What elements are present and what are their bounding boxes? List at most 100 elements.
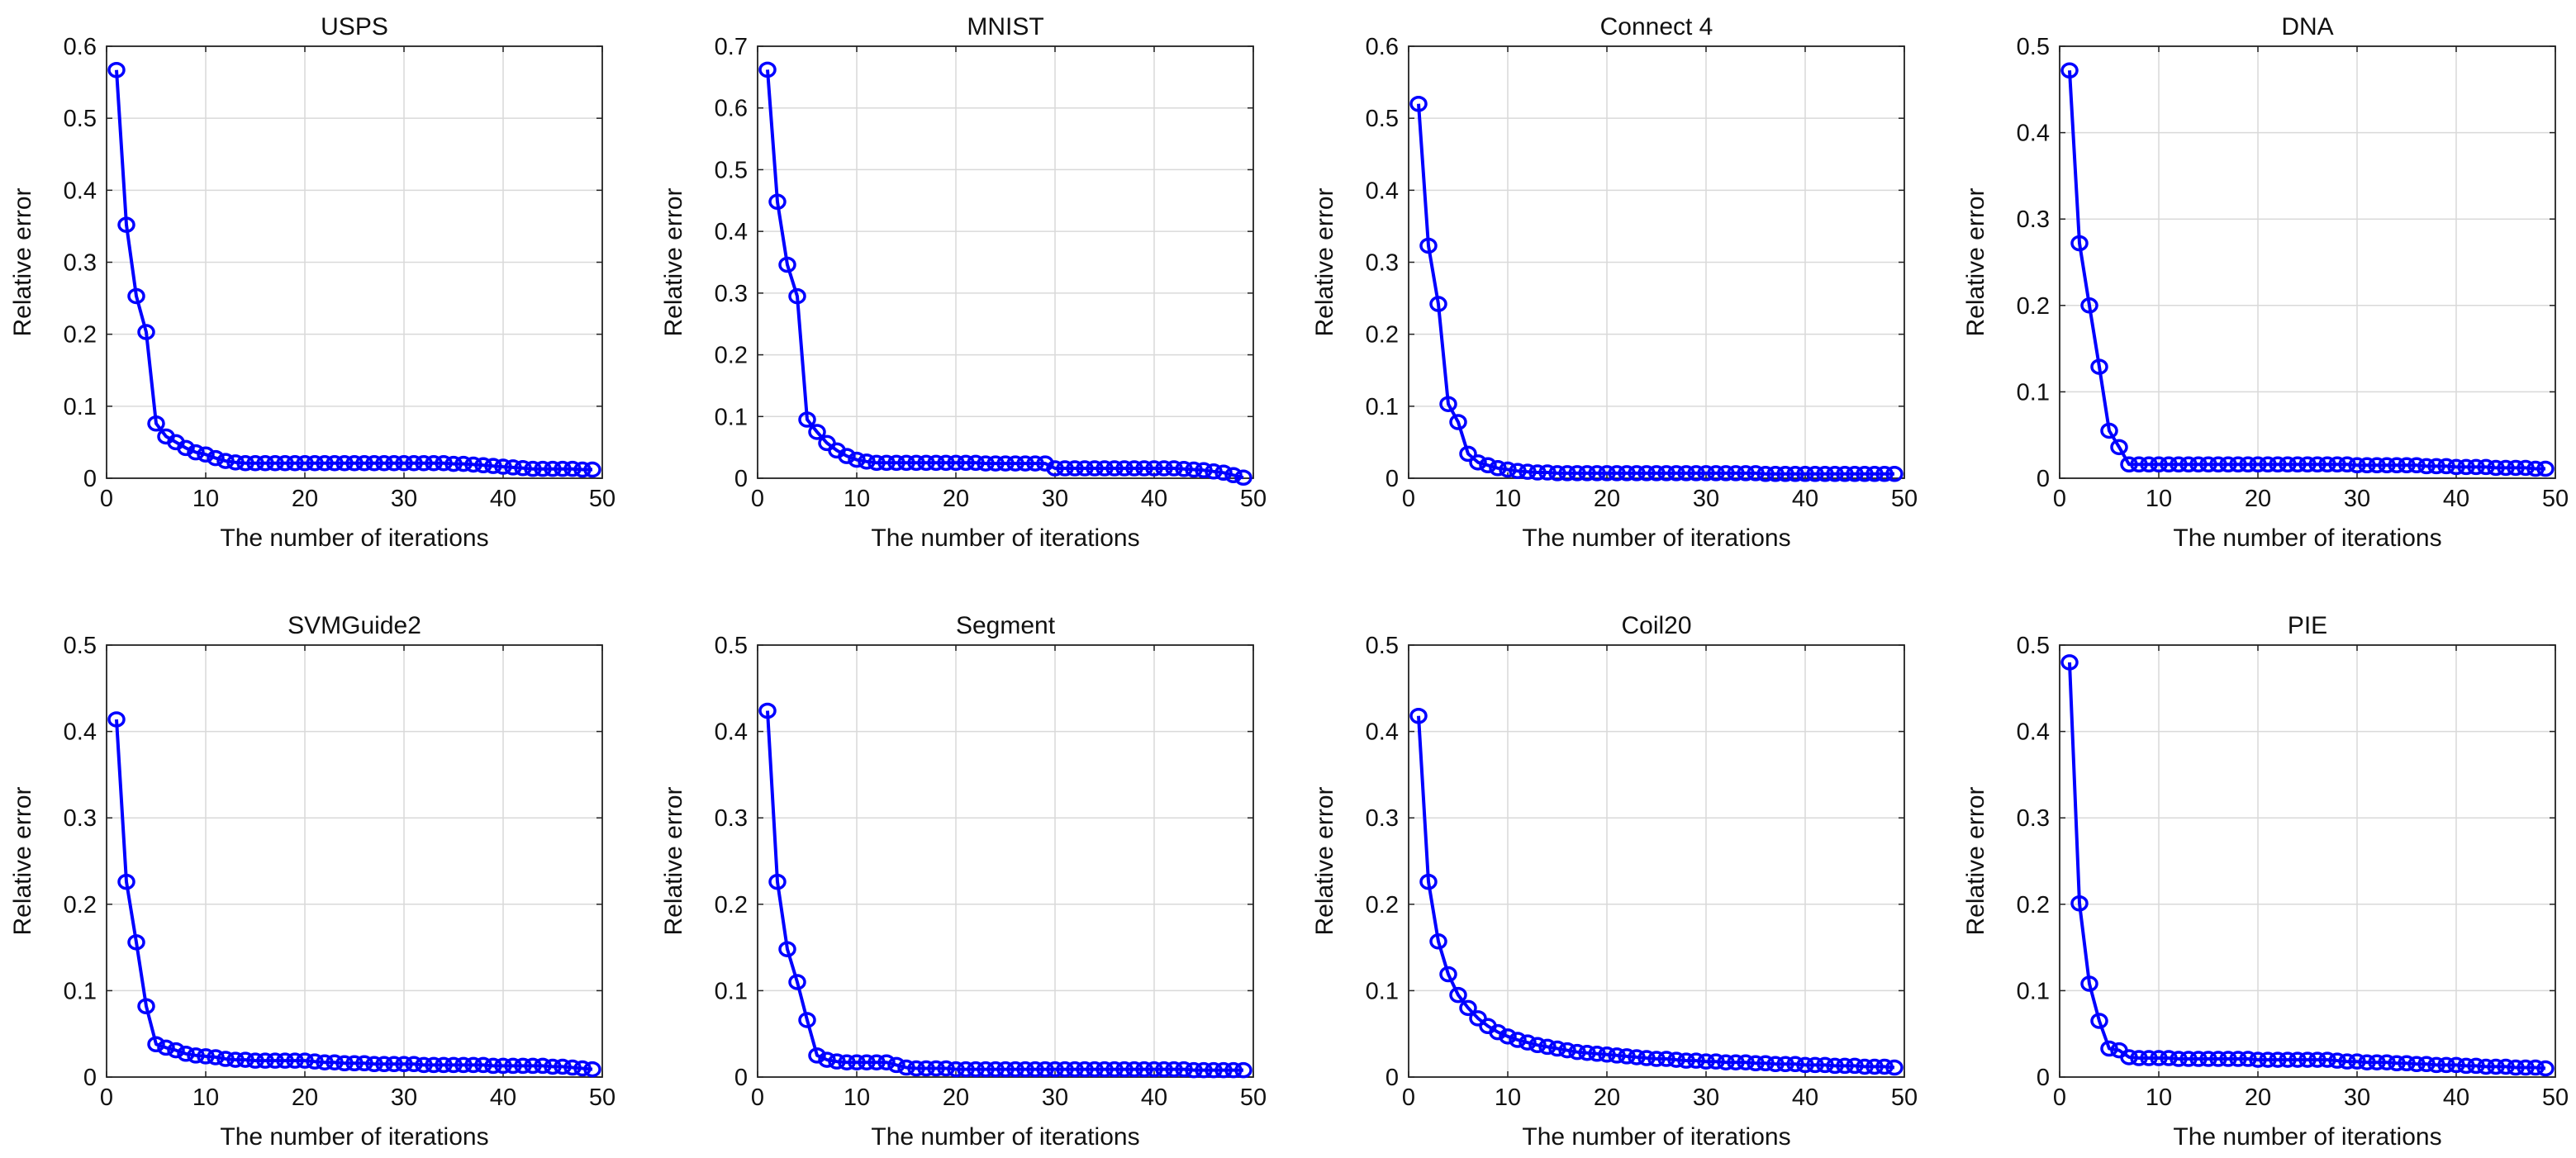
data-point xyxy=(778,256,796,273)
data-point xyxy=(137,998,155,1014)
data-point xyxy=(464,456,482,473)
x-tick-label: 50 xyxy=(1891,486,1918,512)
y-tick-label: 0.3 xyxy=(1366,805,1399,832)
subplot-connect-4: 0 10 20 30 40 50 0 0.1 0.2 0.3 0.4 0.5 0.6 Connect 4 T… xyxy=(1311,13,1918,552)
data-point xyxy=(117,216,135,233)
data-point xyxy=(2259,456,2277,473)
x-tick-label: 10 xyxy=(2146,486,2172,512)
data-point xyxy=(177,1046,195,1062)
x-tick-label: 50 xyxy=(2542,1084,2569,1111)
data-point xyxy=(858,453,876,470)
x-tick-label: 40 xyxy=(490,1084,516,1111)
data-point xyxy=(335,1055,354,1072)
subplot-coil20: 0 10 20 30 40 50 0 0.1 0.2 0.3 0.4 0.5 Coil20 The num… xyxy=(1311,612,1918,1151)
y-axis-label: Relative error xyxy=(9,187,36,336)
y-axis-label: Relative error xyxy=(660,187,687,336)
data-point xyxy=(2308,456,2326,473)
x-tick-label: 40 xyxy=(2443,1084,2469,1111)
data-point xyxy=(1667,1051,1685,1068)
data-point xyxy=(1115,460,1134,477)
data-point xyxy=(1046,1061,1064,1078)
data-point xyxy=(1806,466,1824,482)
data-point xyxy=(2318,456,2336,473)
axes-box xyxy=(1408,644,1905,1078)
data-point xyxy=(1588,1046,1606,1062)
data-point xyxy=(1657,465,1675,482)
x-axis-label: The number of iterations xyxy=(2173,524,2441,552)
data-point xyxy=(583,1061,601,1078)
y-tick-label: 0.4 xyxy=(2017,121,2050,147)
data-point xyxy=(2526,1059,2545,1076)
x-tick-label: 10 xyxy=(2146,1084,2172,1111)
data-point xyxy=(1509,463,1527,480)
data-point xyxy=(375,1056,393,1073)
data-point xyxy=(524,460,542,477)
axes-box xyxy=(2059,45,2556,479)
data-point xyxy=(798,411,816,428)
data-point xyxy=(256,454,274,472)
x-tick-label: 50 xyxy=(1891,1084,1918,1111)
data-point xyxy=(2427,458,2445,475)
plot-area xyxy=(758,46,1253,478)
data-point xyxy=(2368,457,2386,474)
data-point xyxy=(1885,1059,1903,1076)
data-point xyxy=(768,193,787,211)
data-point xyxy=(1846,466,1864,482)
data-point xyxy=(216,453,235,469)
data-point xyxy=(1786,1056,1804,1073)
data-point xyxy=(758,702,777,719)
data-point xyxy=(1006,455,1024,472)
y-tick-label: 0.5 xyxy=(2017,34,2050,60)
x-tick-label: 40 xyxy=(2443,486,2469,512)
data-point xyxy=(444,1056,463,1074)
data-point xyxy=(2229,456,2247,473)
y-tick-label: 0.4 xyxy=(715,719,748,746)
series-line xyxy=(115,69,592,472)
data-point xyxy=(2497,1058,2515,1075)
x-tick-label: 0 xyxy=(2053,486,2066,512)
y-tick-label: 0.1 xyxy=(1366,394,1399,420)
data-point xyxy=(1105,460,1124,477)
data-point xyxy=(415,454,433,472)
data-point xyxy=(365,1056,383,1073)
data-point xyxy=(2100,1040,2118,1057)
data-point xyxy=(2090,358,2108,375)
data-point xyxy=(927,1060,945,1077)
data-point xyxy=(554,460,572,477)
x-tick-label: 0 xyxy=(1402,486,1415,512)
data-point xyxy=(534,1057,552,1075)
data-point xyxy=(1026,1061,1044,1078)
data-point xyxy=(1568,1043,1586,1061)
data-point xyxy=(246,1052,264,1069)
data-point xyxy=(335,454,354,472)
data-point xyxy=(405,1056,423,1073)
data-point xyxy=(1016,1061,1034,1078)
data-point xyxy=(1046,460,1064,477)
y-tick-label: 0.5 xyxy=(1366,106,1399,132)
data-point xyxy=(1826,466,1844,482)
data-point xyxy=(1175,461,1193,477)
x-tick-label: 10 xyxy=(844,486,870,512)
data-point xyxy=(316,1054,334,1070)
data-point xyxy=(1145,1061,1163,1078)
data-point xyxy=(484,458,502,474)
subplot-mnist: 0 10 20 30 40 50 0 0.1 0.2 0.3 0.4 0.5 0.6 0.7 MNIST Th… xyxy=(660,13,1267,552)
data-point xyxy=(286,1052,304,1069)
data-point xyxy=(2160,456,2178,473)
data-point xyxy=(897,454,915,472)
data-point xyxy=(917,454,935,472)
y-tick-label: 0.6 xyxy=(64,34,97,60)
data-point xyxy=(2150,1050,2168,1066)
data-point xyxy=(1519,463,1537,480)
data-point xyxy=(1637,1050,1656,1066)
data-point xyxy=(1747,465,1765,482)
plot-area xyxy=(1409,645,1904,1077)
data-point xyxy=(2239,456,2257,473)
data-point xyxy=(1026,455,1044,472)
x-tick-label: 10 xyxy=(192,486,219,512)
data-point xyxy=(2358,457,2376,474)
data-point xyxy=(425,1056,443,1074)
data-point xyxy=(435,1056,453,1074)
data-point xyxy=(207,449,225,467)
data-point xyxy=(2209,456,2227,473)
